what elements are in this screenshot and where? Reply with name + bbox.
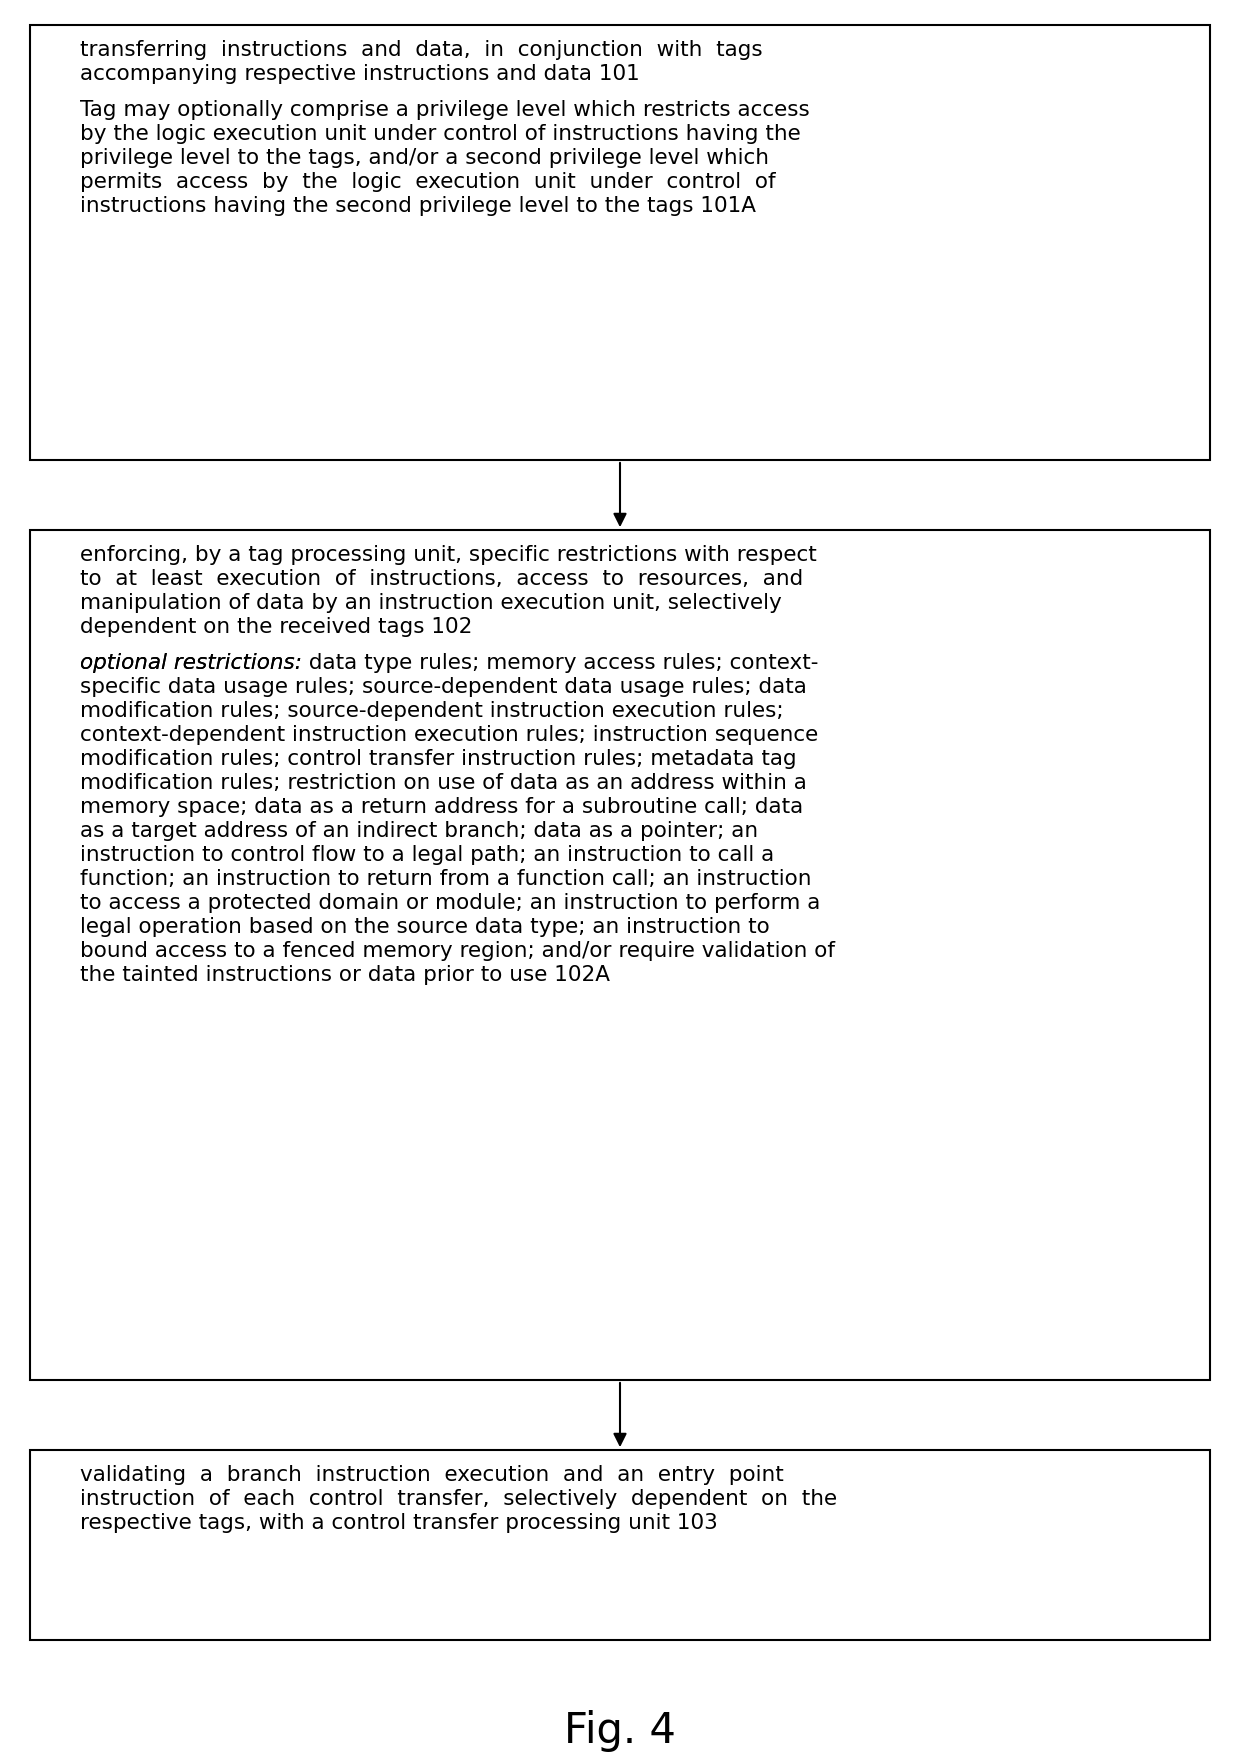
Text: by the logic execution unit under control of instructions having the: by the logic execution unit under contro… [81,124,801,144]
Text: instructions having the second privilege level to the tags 101A: instructions having the second privilege… [81,196,756,216]
Text: legal operation based on the source data type; an instruction to: legal operation based on the source data… [81,917,770,938]
Text: enforcing, by a tag processing unit, specific restrictions with respect: enforcing, by a tag processing unit, spe… [81,545,817,564]
Text: optional restrictions:: optional restrictions: [81,654,303,673]
Text: instruction  of  each  control  transfer,  selectively  dependent  on  the: instruction of each control transfer, se… [81,1488,837,1509]
Text: accompanying respective instructions and data 101: accompanying respective instructions and… [81,65,640,84]
Text: context-dependent instruction execution rules; instruction sequence: context-dependent instruction execution … [81,726,818,745]
Text: Tag may optionally comprise a privilege level which restricts access: Tag may optionally comprise a privilege … [81,100,810,119]
Bar [30,529,1210,1380]
Text: validating  a  branch  instruction  execution  and  an  entry  point: validating a branch instruction executio… [81,1466,784,1485]
Text: specific data usage rules; source-dependent data usage rules; data: specific data usage rules; source-depend… [81,677,807,698]
Text: memory space; data as a return address for a subroutine call; data: memory space; data as a return address f… [81,798,804,817]
Text: bound access to a fenced memory region; and/or require validation of: bound access to a fenced memory region; … [81,941,835,961]
Text: as a target address of an indirect branch; data as a pointer; an: as a target address of an indirect branc… [81,822,758,841]
Text: modification rules; control transfer instruction rules; metadata tag: modification rules; control transfer ins… [81,749,796,770]
Text: optional restrictions:: optional restrictions: [81,654,303,673]
Text: privilege level to the tags, and/or a second privilege level which: privilege level to the tags, and/or a se… [81,147,769,168]
Text: function; an instruction to return from a function call; an instruction: function; an instruction to return from … [81,869,811,889]
Bar [30,1450,1210,1641]
Text: the tainted instructions or data prior to use 102A: the tainted instructions or data prior t… [81,966,610,985]
Text: Fig. 4: Fig. 4 [564,1709,676,1751]
Text: transferring  instructions  and  data,  in  conjunction  with  tags: transferring instructions and data, in c… [81,40,763,60]
Bar [30,25,1210,459]
Text: to access a protected domain or module; an instruction to perform a: to access a protected domain or module; … [81,894,821,913]
Text: respective tags, with a control transfer processing unit 103: respective tags, with a control transfer… [81,1513,718,1534]
Text: permits  access  by  the  logic  execution  unit  under  control  of: permits access by the logic execution un… [81,172,776,193]
Text: to  at  least  execution  of  instructions,  access  to  resources,  and: to at least execution of instructions, a… [81,570,804,589]
Text: manipulation of data by an instruction execution unit, selectively: manipulation of data by an instruction e… [81,593,781,614]
Text: data type rules; memory access rules; context-: data type rules; memory access rules; co… [303,654,818,673]
Text: instruction to control flow to a legal path; an instruction to call a: instruction to control flow to a legal p… [81,845,774,866]
Text: modification rules; restriction on use of data as an address within a: modification rules; restriction on use o… [81,773,807,794]
Text: modification rules; source-dependent instruction execution rules;: modification rules; source-dependent ins… [81,701,784,720]
Text: dependent on the received tags 102: dependent on the received tags 102 [81,617,472,636]
